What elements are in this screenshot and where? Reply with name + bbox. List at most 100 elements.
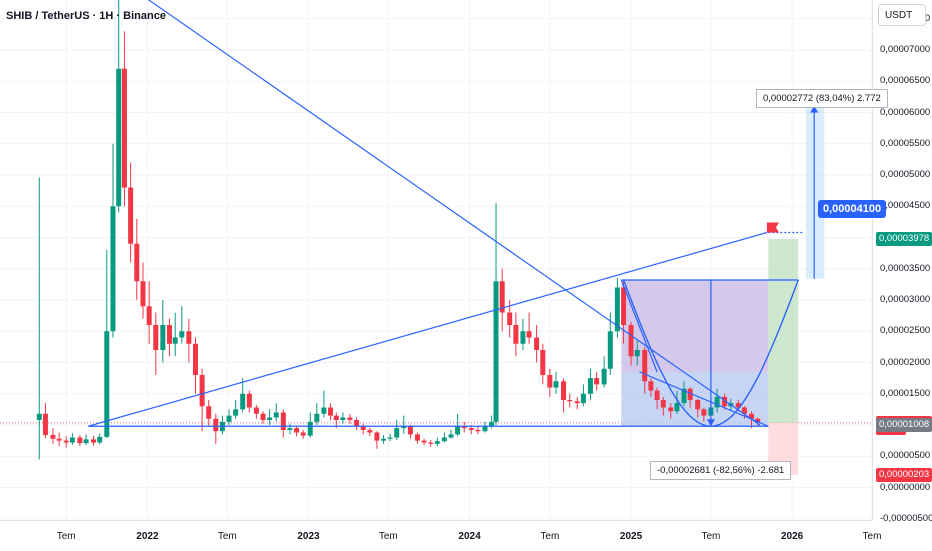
candle [69,433,75,445]
candle [354,417,360,430]
time-tick-label: Tem [862,531,882,542]
candle [561,378,567,413]
price-tick-label: 0,00007000 [880,44,931,55]
candle-body [547,375,553,388]
candle [186,318,192,363]
candle-body [287,428,293,430]
candle [461,421,467,433]
candle [701,407,707,422]
long-position-profit-zone [768,238,799,423]
candle-body [367,430,373,433]
candle-body [77,437,83,444]
chart-area[interactable] [0,0,873,520]
candle [333,412,339,429]
candle [134,218,140,300]
candle-body [294,428,300,433]
trendline-layer [88,0,819,428]
candle-body [401,426,407,429]
cup-curve [622,279,799,428]
candle [146,281,152,344]
candle [580,384,586,407]
time-tick-label: Tem [701,531,721,542]
candle-body [513,325,519,344]
candle [482,421,488,433]
candle [226,409,232,425]
upside-projection-zone [805,105,825,279]
candle [260,411,266,424]
candle [253,405,259,419]
candle [587,368,593,400]
candle [547,368,553,397]
candle [601,356,607,388]
candle [434,437,440,447]
price-axis[interactable]: -0,00000500 0,00000000 0,00000500 0,0000100… [872,0,932,524]
candle-body [468,428,474,430]
candle-body [134,243,140,282]
candle [553,371,559,394]
candle [347,413,353,424]
candle [42,403,48,439]
candle [287,423,293,435]
candle-body [328,407,334,416]
candle-body [42,413,48,435]
candle-body [314,413,320,422]
candle-body [140,281,146,307]
candle-body [428,442,434,444]
candle-body [273,412,279,418]
chart-plot[interactable] [0,0,873,520]
candle [668,403,674,419]
candle [674,390,680,414]
candle-body [91,439,97,443]
downside-measure-label: -0,00002681 (-82,56%) -2.681 [650,461,792,480]
candle [634,340,640,366]
arrow-head-up [810,105,819,113]
candle [654,387,660,410]
candle-body [199,375,205,407]
candle-body [489,421,495,427]
time-tick-label: 2026 [781,531,804,542]
candle [219,415,225,435]
candle [56,432,62,447]
candle [300,430,306,439]
candle [414,432,420,444]
candle-body [267,417,273,420]
candle-body [128,187,134,244]
candle [607,312,613,375]
currency-selector[interactable]: USDT [878,4,926,26]
time-tick-label: Tem [540,531,560,542]
candle-body [628,325,634,357]
candle [401,415,407,434]
candle [91,435,97,446]
candle [97,433,103,445]
candle-body [97,436,103,443]
candle [660,396,666,416]
candle-body [110,206,116,332]
arrow-head-down [706,419,715,427]
time-tick-label: Tem [56,531,76,542]
candle-body [674,403,680,412]
candle [448,430,454,439]
candle [628,321,634,366]
candle [526,312,532,344]
candle-body [192,343,198,375]
candle-body [240,393,246,410]
price-tick-label: 0,00001500 [880,387,931,399]
candle-body [421,440,427,443]
candle-body [749,413,755,419]
candle [36,177,42,460]
chart-title: SHIB / TetherUS · 1H · Binance [6,10,166,22]
candle [374,431,380,449]
candle [574,396,580,410]
candle-body [347,417,353,420]
candle-body [755,418,761,423]
candle-body [574,401,580,404]
candle-body [153,325,159,350]
time-axis[interactable]: Tem 2022 Tem 2023 Tem 2024 Tem 2025 Tem 2026 Tem [0,520,881,551]
candle-body [253,407,259,414]
candle-body [714,396,720,408]
candle [722,393,728,410]
price-tick-label: 0,00000000 [880,481,931,493]
candle-body [307,421,313,436]
candle-body [601,368,607,385]
time-tick-label: Tem [217,531,237,542]
